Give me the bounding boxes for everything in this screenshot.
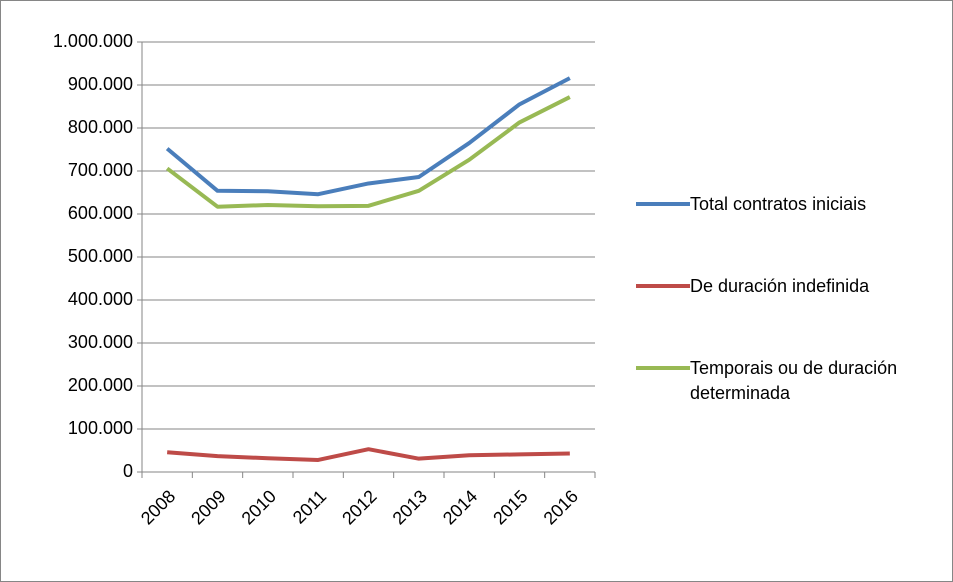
legend-label: Temporais ou de duración determinada (690, 358, 898, 403)
legend-label: De duración indefinida (690, 276, 870, 296)
legend-swatch (636, 202, 690, 206)
y-tick-label: 100.000 (68, 418, 133, 438)
y-tick-label: 800.000 (68, 117, 133, 137)
y-tick-label: 200.000 (68, 375, 133, 395)
y-tick-label: 600.000 (68, 203, 133, 223)
legend-label: Total contratos iniciais (690, 194, 867, 214)
y-tick-label: 900.000 (68, 74, 133, 94)
series-line (167, 447, 570, 462)
y-tick-label: 1.000.000 (53, 31, 133, 51)
y-tick-label: 400.000 (68, 289, 133, 309)
y-tick-label: 0 (123, 461, 133, 481)
series-line (165, 76, 571, 197)
y-tick-label: 300.000 (68, 332, 133, 352)
y-tick-label: 700.000 (68, 160, 133, 180)
y-tick-label: 500.000 (68, 246, 133, 266)
legend-swatch (636, 366, 690, 370)
legend-swatch (636, 284, 690, 288)
series-line (165, 95, 571, 209)
